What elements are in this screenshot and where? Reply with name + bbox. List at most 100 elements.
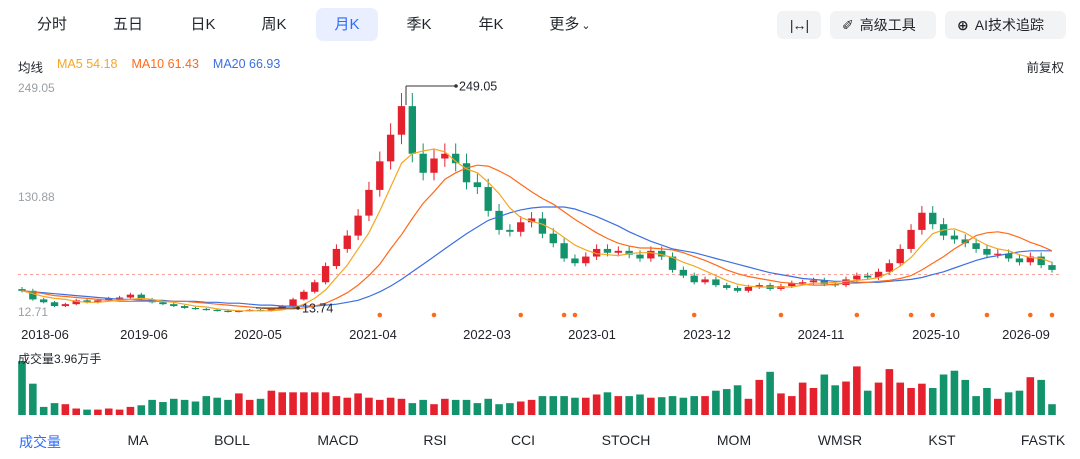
indicator-cci[interactable]: CCI: [510, 432, 536, 448]
candle-body[interactable]: [842, 279, 850, 286]
indicator-boll[interactable]: BOLL: [214, 432, 250, 448]
candle-body[interactable]: [636, 254, 644, 259]
candle-body[interactable]: [527, 218, 536, 223]
price-adjust-toggle[interactable]: 前复权: [1026, 61, 1064, 75]
candle-body[interactable]: [582, 256, 590, 264]
candle-body[interactable]: [278, 306, 286, 309]
candle-body[interactable]: [289, 299, 297, 307]
candle-body[interactable]: [213, 309, 221, 312]
candle-body[interactable]: [538, 218, 547, 234]
candle-body[interactable]: [983, 248, 991, 255]
candle-body[interactable]: [592, 248, 601, 257]
candle-body[interactable]: [321, 266, 330, 283]
tab-yearly-k[interactable]: 年K: [478, 16, 504, 33]
tab-weekly-k[interactable]: 周K: [261, 16, 287, 33]
candle-body[interactable]: [918, 212, 926, 230]
candle-body[interactable]: [506, 229, 514, 232]
candle-body[interactable]: [126, 294, 135, 298]
candle-body[interactable]: [343, 235, 351, 249]
tab-daily-k[interactable]: 日K: [190, 16, 216, 33]
candle-body[interactable]: [549, 233, 557, 244]
candle-body[interactable]: [961, 239, 969, 244]
tab-intraday[interactable]: 分时: [36, 16, 67, 33]
indicator-macd[interactable]: MACD: [317, 432, 359, 448]
candle-body[interactable]: [733, 287, 742, 291]
candle-body[interactable]: [1004, 253, 1013, 259]
indicator-fastk[interactable]: FASTK: [1020, 432, 1066, 448]
candle-body[interactable]: [723, 285, 731, 288]
tab-quarterly-k[interactable]: 季K: [406, 16, 432, 33]
candle-body[interactable]: [1026, 256, 1035, 263]
candle-body[interactable]: [907, 229, 915, 249]
candle-body[interactable]: [625, 250, 633, 255]
indicator-wmsr[interactable]: WMSR: [817, 432, 863, 448]
candle-body[interactable]: [484, 187, 492, 211]
candle-body[interactable]: [408, 106, 417, 154]
candle-body[interactable]: [809, 280, 818, 283]
candle-body[interactable]: [267, 308, 276, 311]
candle-body[interactable]: [668, 256, 677, 270]
candle-body[interactable]: [180, 306, 189, 308]
candle-body[interactable]: [1037, 256, 1045, 266]
candle-body[interactable]: [462, 163, 471, 183]
candle-body[interactable]: [300, 291, 308, 300]
candle-body[interactable]: [755, 285, 763, 288]
indicator-kst[interactable]: KST: [928, 432, 956, 448]
indicator-stoch[interactable]: STOCH: [601, 432, 651, 448]
candle-body[interactable]: [397, 106, 406, 135]
candle-body[interactable]: [170, 304, 178, 307]
advanced-tools-button[interactable]: ✐ 高级工具: [830, 11, 936, 39]
candle-body[interactable]: [202, 308, 211, 311]
indicator-mom[interactable]: MOM: [716, 432, 752, 448]
candle-body[interactable]: [235, 310, 243, 313]
indicator-volume[interactable]: 成交量: [19, 434, 61, 450]
candle-body[interactable]: [950, 235, 959, 240]
candle-body[interactable]: [311, 282, 319, 292]
candle-body[interactable]: [788, 283, 796, 287]
candle-body[interactable]: [419, 153, 427, 173]
expand-horizontal-button[interactable]: |↔|: [777, 11, 821, 39]
candle-body[interactable]: [430, 158, 438, 173]
candle-body[interactable]: [451, 153, 460, 164]
tab-five-day[interactable]: 五日: [112, 16, 143, 33]
candle-body[interactable]: [224, 310, 232, 313]
candle-body[interactable]: [679, 269, 688, 276]
candle-body[interactable]: [798, 282, 807, 284]
candle-body[interactable]: [365, 189, 373, 216]
candle-body[interactable]: [571, 258, 579, 264]
candle-body[interactable]: [657, 250, 666, 257]
candle-body[interactable]: [159, 302, 167, 305]
candle-body[interactable]: [18, 289, 26, 291]
candle-body[interactable]: [885, 263, 894, 272]
candle-body[interactable]: [517, 222, 525, 232]
candle-body[interactable]: [1015, 258, 1024, 263]
candle-body[interactable]: [495, 210, 503, 230]
candle-body[interactable]: [744, 287, 753, 291]
tab-monthly-k[interactable]: 月K: [316, 8, 378, 41]
candle-body[interactable]: [191, 307, 200, 310]
candle-body[interactable]: [115, 297, 124, 299]
candle-body[interactable]: [603, 248, 612, 253]
candle-body[interactable]: [137, 294, 145, 300]
candle-body[interactable]: [441, 153, 449, 159]
candle-body[interactable]: [39, 299, 48, 303]
candle-body[interactable]: [94, 300, 102, 303]
candle-body[interactable]: [853, 275, 861, 280]
candle-body[interactable]: [690, 275, 698, 283]
candle-body[interactable]: [29, 290, 37, 300]
candle-body[interactable]: [386, 134, 395, 162]
indicator-rsi[interactable]: RSI: [423, 432, 447, 448]
candle-body[interactable]: [83, 300, 91, 303]
candle-body[interactable]: [874, 271, 883, 278]
candle-body[interactable]: [105, 298, 113, 301]
candle-body[interactable]: [701, 279, 709, 283]
candle-body[interactable]: [376, 161, 384, 190]
indicator-ma[interactable]: MA: [127, 432, 149, 448]
candle-body[interactable]: [332, 248, 341, 267]
candle-body[interactable]: [50, 302, 59, 307]
candle-body[interactable]: [61, 304, 70, 307]
candle-body[interactable]: [896, 248, 904, 264]
candle-body[interactable]: [712, 279, 720, 286]
candle-body[interactable]: [647, 250, 655, 259]
